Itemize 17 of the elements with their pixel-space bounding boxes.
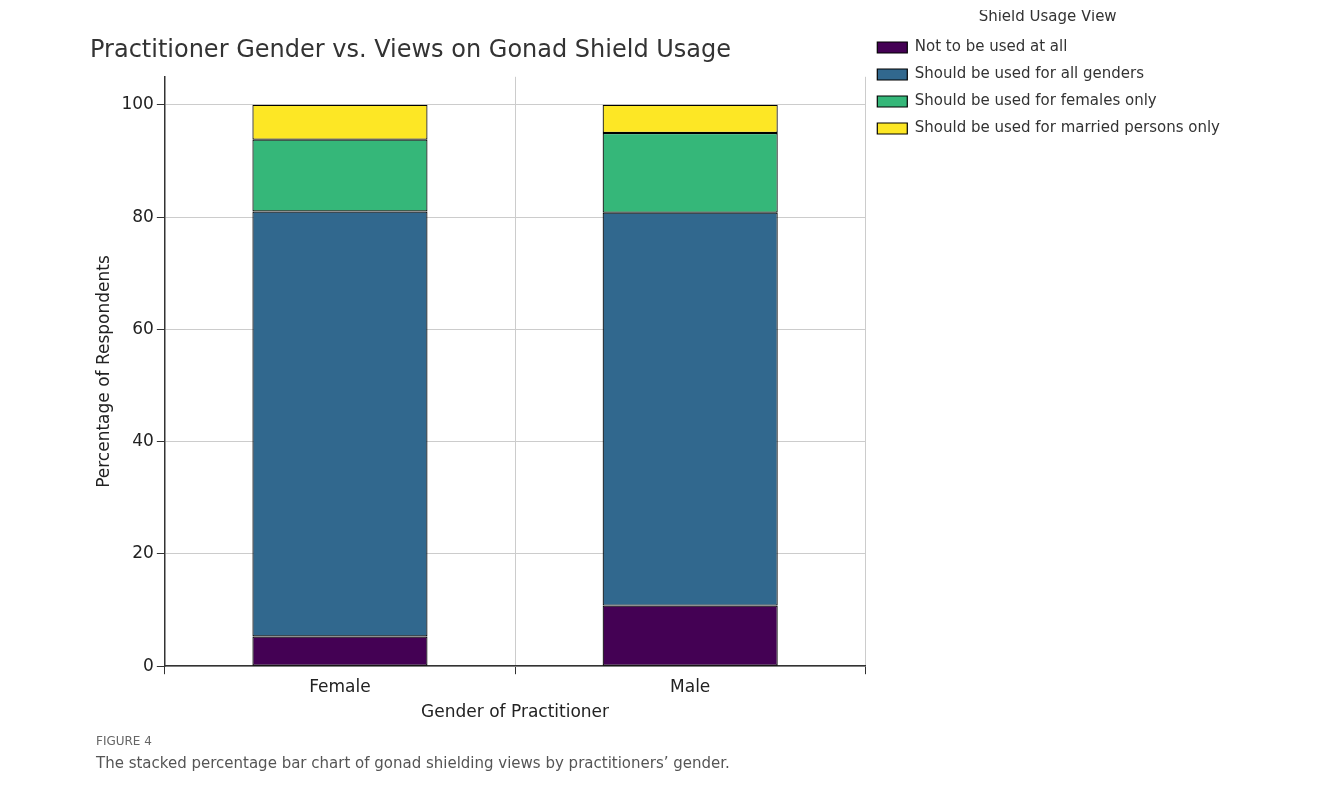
y-tick-label: 100 (121, 93, 154, 114)
y-tick-label: 40 (132, 430, 154, 451)
caption: FIGURE 4 (96, 734, 153, 748)
x-axis-title: Gender of Practitioner (421, 701, 610, 722)
legend-label: Should be used for married persons only (914, 118, 1221, 137)
y-tick-label: 0 (143, 654, 154, 675)
legend-label: Not to be used at all (914, 37, 1068, 56)
chart-title: Practitioner Gender vs. Views on Gonad Shield Usage (90, 34, 732, 63)
x-tick-label: Female (309, 675, 371, 696)
y-tick-label: 80 (132, 205, 154, 226)
x-tick-label: Male (670, 675, 711, 696)
y-tick-label: 20 (132, 542, 154, 563)
legend-label: Should be used for all genders (914, 64, 1145, 83)
text: The stacked percentage bar chart of gonad shielding views by practitioners’ gender. (96, 754, 730, 772)
y-tick-label: 60 (132, 317, 154, 338)
y-axis-title: Percentage of Respondents (92, 255, 113, 488)
legend-label: Should be used for females only (914, 91, 1157, 110)
